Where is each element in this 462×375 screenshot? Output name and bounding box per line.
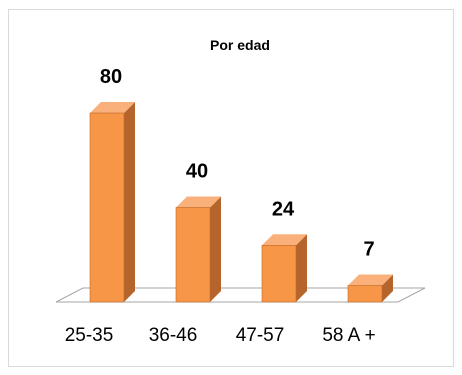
bar-top <box>348 274 393 286</box>
bar-front <box>261 245 297 303</box>
x-tick-label-47-57: 47-57 <box>236 325 285 346</box>
x-tick-label-58 A +: 58 A + <box>322 325 375 346</box>
data-label-25-35: 80 <box>100 66 122 88</box>
bar-front <box>347 285 383 303</box>
bars-group <box>89 102 393 303</box>
bar-side <box>296 234 307 302</box>
data-label-36-46: 40 <box>186 161 208 183</box>
bar-25-35 <box>89 102 135 303</box>
data-label-47-57: 24 <box>272 198 295 220</box>
x-tick-label-25-35: 25-35 <box>65 325 114 346</box>
bar-side <box>124 102 135 302</box>
bar-36-46 <box>175 196 221 303</box>
bar-top <box>176 196 221 208</box>
bar-58 A + <box>347 274 393 303</box>
bar-top <box>262 234 307 246</box>
bar-side <box>210 196 221 302</box>
bar-front <box>89 112 125 303</box>
x-tick-label-36-46: 36-46 <box>149 325 198 346</box>
bar-47-57 <box>261 234 307 303</box>
chart-title: Por edad <box>210 37 270 53</box>
bar-top <box>90 102 135 113</box>
tick-labels-group: 25-35 36-46 47-57 58 A + <box>65 325 376 346</box>
bar-front <box>175 207 211 303</box>
chart-frame <box>8 9 454 367</box>
bar-side <box>382 274 393 302</box>
data-label-58 A +: 7 <box>363 238 374 260</box>
data-labels-group: 80 40 24 7 <box>100 66 375 260</box>
